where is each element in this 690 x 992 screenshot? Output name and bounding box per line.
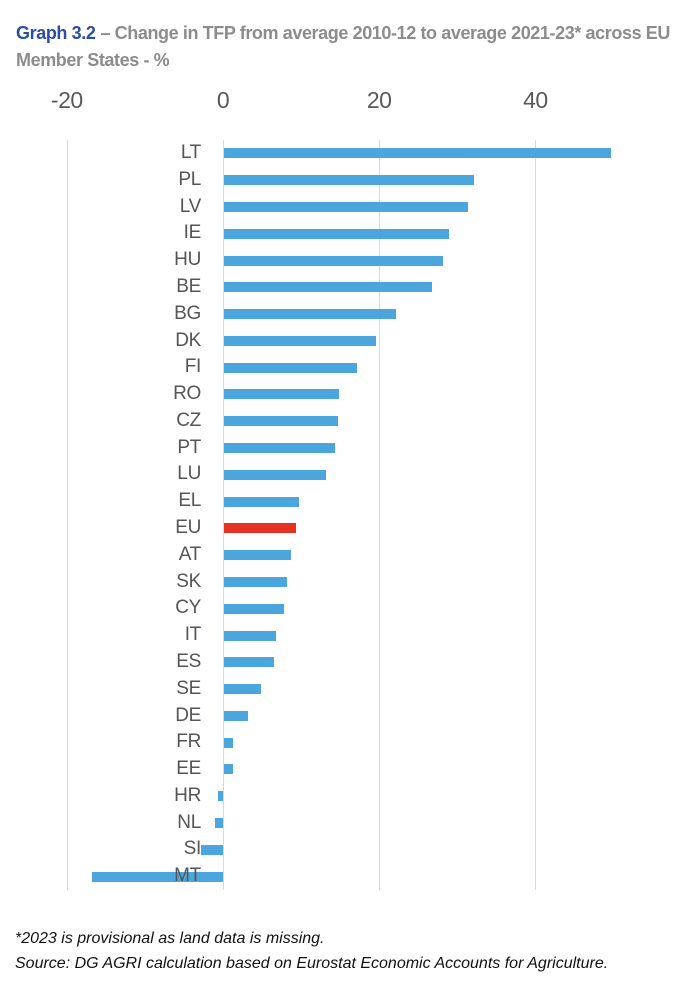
bar-ro: [224, 389, 339, 400]
bar-de: [224, 710, 249, 721]
bar-lv: [224, 201, 468, 212]
bar-at: [224, 550, 292, 561]
bar-be: [224, 282, 432, 293]
country-label-se: SE: [176, 677, 201, 699]
country-label-es: ES: [176, 650, 201, 672]
bar-fi: [224, 362, 357, 373]
bar-el: [224, 496, 299, 507]
x-axis-tick-label: -20: [50, 87, 83, 113]
country-label-dk: DK: [175, 329, 201, 351]
x-axis-tick-label: 0: [216, 87, 230, 113]
bar-hu: [224, 255, 443, 266]
country-label-lt: LT: [180, 142, 201, 163]
bar-cy: [224, 603, 285, 614]
bar-cz: [224, 416, 339, 427]
country-label-fi: FI: [184, 356, 202, 378]
x-axis-tick-label: 20: [366, 87, 392, 113]
country-label-eu: EU: [175, 517, 201, 538]
bar-si: [201, 844, 223, 855]
gridline--20: [66, 140, 68, 890]
bar-es: [224, 657, 274, 668]
bar-se: [224, 684, 262, 695]
country-label-si: SI: [183, 838, 202, 860]
bar-pl: [224, 175, 474, 186]
bar-sk: [224, 576, 288, 587]
bar-fr: [224, 737, 234, 748]
country-label-fr: FR: [176, 731, 201, 753]
country-label-be: BE: [176, 275, 201, 297]
bar-chart: -20 0 20 40 LT PL LV IE HU BE BG DK FI RO CZ PT LU EL EU AT…: [0, 85, 690, 890]
footnote-provisional: *2023 is provisional as land data is mis…: [15, 930, 325, 947]
country-label-bg: BG: [174, 302, 201, 324]
bar-lt: [224, 148, 611, 159]
graph-number-label: Graph 3.2: [16, 23, 96, 43]
chart-title-line1: – Change in TFP from average 2010-12 to …: [100, 23, 670, 43]
bar-ie: [224, 228, 449, 239]
footnote-source: Source: DG AGRI calculation based on Eur…: [15, 955, 609, 972]
gridline-40: [535, 140, 537, 890]
country-label-ro: RO: [173, 383, 201, 405]
bar-it: [224, 630, 276, 641]
country-label-ie: IE: [183, 222, 202, 244]
country-label-nl: NL: [177, 811, 201, 833]
country-label-hr: HR: [174, 784, 201, 806]
country-label-de: DE: [175, 704, 201, 726]
bar-eu: [224, 523, 296, 534]
country-label-ee: EE: [176, 758, 201, 780]
chart-title: Graph 3.2– Change in TFP from average 20…: [16, 20, 676, 74]
country-label-lu: LU: [177, 463, 201, 485]
gridline-20: [379, 140, 381, 890]
bar-lu: [224, 469, 326, 480]
bar-mt: [91, 871, 223, 882]
bar-bg: [224, 309, 396, 320]
country-label-hu: HU: [174, 249, 201, 271]
country-label-lv: LV: [179, 195, 202, 217]
bar-dk: [224, 335, 377, 346]
gridline-0: [223, 140, 224, 890]
country-label-pt: PT: [177, 436, 201, 458]
country-label-sk: SK: [176, 570, 201, 592]
chart-footnotes: *2023 is provisional as land data is mis…: [15, 926, 675, 976]
chart-title-line2: Member States - %: [16, 50, 170, 70]
country-label-cy: CY: [175, 597, 201, 619]
country-label-cz: CZ: [176, 409, 201, 431]
country-label-pl: PL: [178, 168, 201, 190]
country-label-mt: MT: [174, 865, 201, 887]
x-axis-tick-label: 40: [523, 87, 548, 113]
bar-ee: [224, 764, 233, 775]
country-label-el: EL: [178, 490, 201, 512]
bar-pt: [224, 443, 335, 454]
bar-hr: [218, 791, 223, 802]
country-label-at: AT: [178, 543, 202, 565]
bar-nl: [215, 818, 223, 829]
country-label-it: IT: [184, 624, 202, 646]
